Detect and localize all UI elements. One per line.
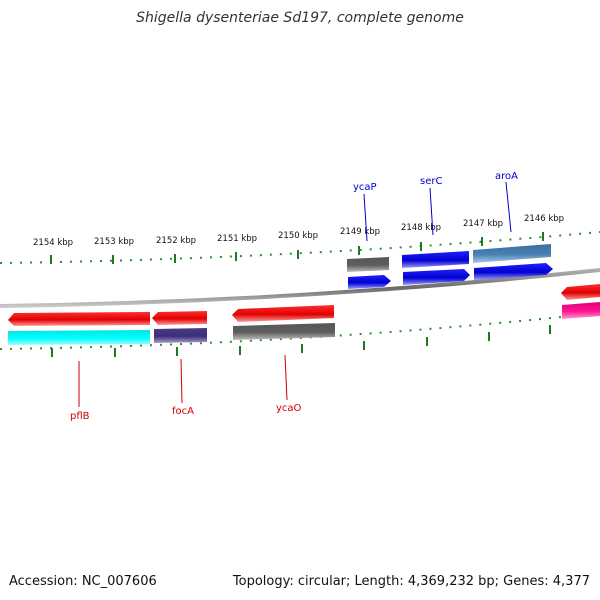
ruler-label: 2153 kbp [94, 237, 134, 247]
forward-outer-genes [347, 244, 551, 272]
ruler-labels: 2154 kbp 2153 kbp 2152 kbp 2151 kbp 2150… [33, 214, 564, 248]
forward-gene-callouts [363, 181, 512, 242]
gene-label-ycaP: ycaP [353, 182, 377, 193]
forward-cds-genes [348, 263, 553, 289]
gene-label-aroA: aroA [495, 171, 518, 182]
forward-gene-labels: ycaP serC aroA [353, 171, 518, 193]
inner-major-ticks [51, 325, 551, 357]
callout-line-aroA [505, 181, 512, 233]
gene-pflB-track[interactable] [8, 330, 150, 345]
ruler-label: 2146 kbp [524, 214, 564, 224]
gene-edge-red[interactable] [561, 284, 600, 300]
gene-label-pflB: pflB [70, 411, 90, 422]
gene-ycaP[interactable] [348, 275, 391, 289]
gene-ycaP-track[interactable] [347, 257, 389, 272]
gene-focA[interactable] [152, 311, 207, 325]
gene-pflB[interactable] [8, 312, 150, 326]
ruler-label: 2147 kbp [463, 219, 503, 229]
gene-edge-pink[interactable] [562, 302, 600, 319]
ruler-label: 2152 kbp [156, 236, 196, 246]
map-title: Shigella dysenteriae Sd197, complete gen… [136, 10, 464, 26]
gene-aroA[interactable] [474, 263, 553, 280]
outer-ruler-dots [0, 231, 600, 264]
gene-label-focA: focA [172, 406, 194, 417]
outer-major-ticks [50, 232, 544, 264]
reverse-outer-genes [8, 302, 600, 345]
ruler-label: 2151 kbp [217, 234, 257, 244]
gene-ycaO[interactable] [232, 305, 334, 322]
gene-ycaO-track[interactable] [233, 323, 335, 340]
gene-label-serC: serC [420, 176, 442, 187]
ruler-label: 2154 kbp [33, 238, 73, 248]
gene-aroA-track[interactable] [473, 244, 551, 263]
callout-line-focA [180, 358, 183, 404]
reverse-cds-genes [8, 284, 600, 326]
reverse-gene-callouts [78, 354, 288, 407]
reverse-gene-labels: pflB focA ycaO [70, 403, 302, 422]
callout-line-ycaO [284, 354, 288, 401]
genome-summary-text: Topology: circular; Length: 4,369,232 bp… [232, 574, 590, 589]
ruler-label: 2150 kbp [278, 231, 318, 241]
gene-focA-track[interactable] [154, 328, 207, 343]
genome-backbone [0, 268, 600, 308]
gene-serC-track[interactable] [402, 251, 469, 268]
accession-text: Accession: NC_007606 [9, 574, 157, 589]
callout-line-serC [429, 187, 434, 236]
callout-line-ycaP [363, 193, 368, 242]
ruler-label: 2148 kbp [401, 223, 441, 233]
ruler-label: 2149 kbp [340, 227, 380, 237]
gene-serC[interactable] [403, 269, 470, 285]
gene-label-ycaO: ycaO [276, 403, 302, 414]
